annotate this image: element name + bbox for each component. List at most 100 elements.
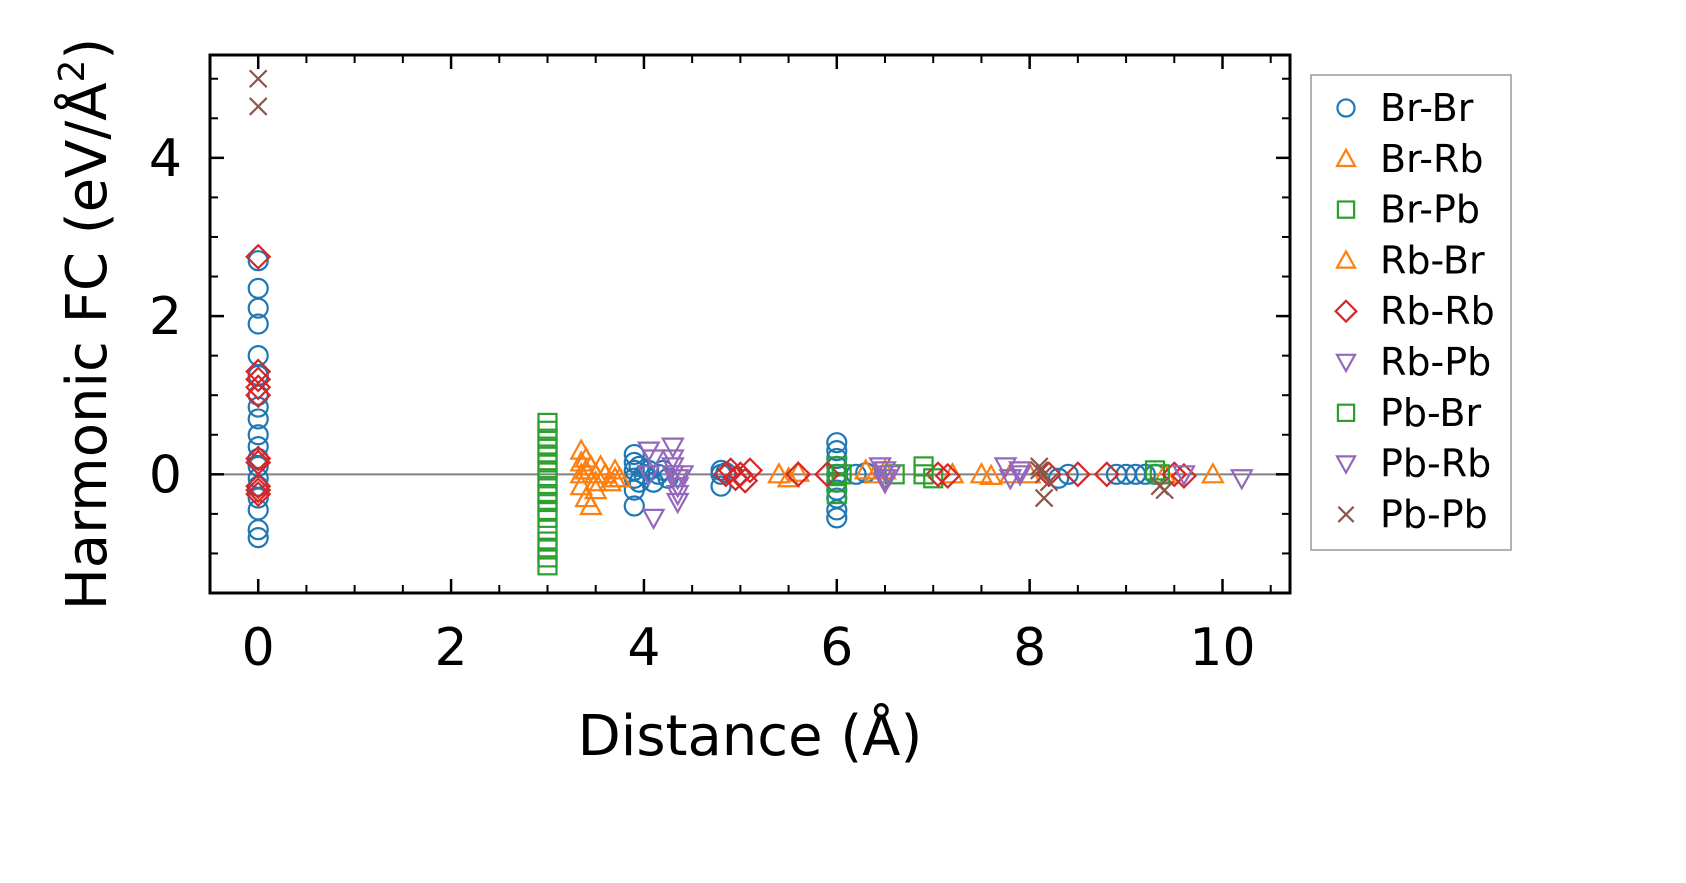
data-point-br-br — [247, 250, 269, 272]
ticks-layer: 0 2 4 6 8 10 0 2 4 — [149, 55, 1290, 678]
legend-marker-pb-rb — [1335, 455, 1357, 475]
data-point-br-rb — [853, 458, 878, 480]
series-br-pb — [537, 412, 1166, 576]
data-point-rb-pb — [1008, 465, 1032, 487]
legend-items: Br-Br Br-Rb Br-Pb Rb-Br Rb-Rb Rb-Pb Pb-Br Pb-Rb… — [1334, 86, 1495, 536]
data-point-pb-pb — [1034, 488, 1054, 508]
legend-label-br-rb: Br-Rb — [1380, 137, 1484, 181]
data-point-br-br — [247, 313, 269, 335]
axes-layer — [208, 53, 1292, 595]
legend-item-pb-pb: Pb-Pb — [1337, 492, 1488, 536]
data-point-br-br — [826, 499, 848, 521]
y-axis-label: Harmonic FC (eV/Å2) — [52, 38, 120, 611]
legend-label-br-pb: Br-Pb — [1380, 188, 1480, 232]
data-point-br-br — [826, 439, 848, 462]
x-axis-label: Distance (Å) — [578, 703, 923, 769]
data-point-br-rb — [579, 493, 603, 516]
data-point-rb-rb — [245, 374, 272, 401]
legend-item-pb-rb: Pb-Rb — [1335, 442, 1491, 486]
x-tick-label: 2 — [435, 618, 468, 678]
y-axis-label-end: ) — [55, 38, 120, 60]
data-point-rb-rb — [814, 461, 841, 488]
y-tick-label: 0 — [149, 445, 182, 505]
series-pb-pb — [248, 69, 1174, 508]
data-point-br-pb — [826, 484, 847, 505]
data-point-rb-pb — [636, 465, 661, 487]
legend-label-pb-rb: Pb-Rb — [1380, 442, 1491, 486]
data-point-rb-rb — [245, 473, 272, 500]
data-point-rb-br — [574, 458, 598, 480]
data-point-pb-pb — [248, 69, 268, 89]
data-point-br-rb — [767, 462, 791, 484]
legend-item-br-pb: Br-Pb — [1336, 188, 1480, 232]
legend-label-pb-pb: Pb-Pb — [1380, 492, 1488, 536]
data-point-pb-pb — [1030, 461, 1049, 480]
data-point-rb-br — [786, 460, 811, 482]
data-point-rb-rb — [924, 461, 952, 488]
data-point-rb-rb — [245, 445, 272, 472]
data-point-br-br — [247, 297, 269, 319]
legend-marker-br-rb — [1335, 147, 1357, 168]
data-point-pb-pb — [1039, 472, 1059, 492]
data-point-br-rb — [569, 473, 594, 496]
legend-item-rb-rb: Rb-Rb — [1334, 289, 1495, 333]
data-point-pb-pb — [1155, 480, 1174, 500]
data-point-rb-rb — [1093, 461, 1120, 488]
data-point-br-br — [247, 519, 269, 541]
data-point-rb-rb — [245, 481, 272, 508]
series-rb-rb — [245, 243, 1197, 508]
legend-marker-rb-pb — [1335, 353, 1357, 374]
data-point-rb-pb — [641, 508, 666, 531]
y-tick-label: 4 — [149, 129, 182, 189]
series-rb-pb — [636, 437, 1254, 531]
data-point-pb-rb — [660, 465, 685, 487]
data-point-rb-rb — [717, 457, 744, 484]
legend-item-br-br: Br-Br — [1336, 86, 1474, 130]
data-point-rb-rb — [934, 462, 961, 489]
data-point-br-rb — [1200, 462, 1225, 484]
data-point-rb-pb — [660, 437, 685, 459]
legend-item-rb-br: Rb-Br — [1335, 238, 1485, 282]
data-point-rb-rb — [245, 366, 272, 393]
legend-label-br-br: Br-Br — [1380, 86, 1474, 130]
data-point-br-br — [826, 507, 848, 529]
legend-marker-pb-pb — [1337, 505, 1355, 523]
legend-marker-br-br — [1336, 98, 1356, 118]
data-point-br-br — [1057, 463, 1079, 485]
y-axis-label-main: Harmonic FC (eV/Å — [54, 82, 120, 610]
legend-item-br-rb: Br-Rb — [1335, 137, 1484, 181]
data-point-pb-br — [913, 456, 934, 477]
data-point-rb-pb — [665, 492, 690, 515]
data-point-rb-rb — [785, 461, 812, 488]
series-pb-rb — [660, 461, 1032, 491]
data-point-pb-pb — [248, 97, 268, 116]
x-tick-label: 0 — [242, 618, 275, 678]
data-point-br-br — [826, 432, 848, 454]
legend-label-rb-rb: Rb-Rb — [1380, 289, 1495, 333]
data-point-br-br — [247, 277, 269, 299]
data-point-rb-rb — [736, 457, 764, 484]
data-point-br-br — [247, 475, 269, 497]
legend: Br-Br Br-Rb Br-Pb Rb-Br Rb-Rb Rb-Pb Pb-Br Pb-Rb… — [1310, 74, 1512, 551]
data-point-rb-rb — [1064, 461, 1091, 488]
x-tick-label: 8 — [1013, 618, 1046, 678]
legend-label-rb-br: Rb-Br — [1380, 238, 1485, 282]
data-point-br-pb — [1144, 460, 1166, 481]
data-point-rb-rb — [245, 382, 272, 409]
legend-item-rb-pb: Rb-Pb — [1335, 340, 1491, 384]
x-tick-label: 4 — [627, 618, 660, 678]
data-point-rb-br — [593, 462, 618, 484]
data-point-pb-br — [831, 464, 852, 485]
x-tick-label: 6 — [820, 618, 853, 678]
data-point-br-br — [247, 408, 269, 430]
data-point-rb-pb — [641, 449, 666, 471]
legend-marker-pb-br — [1336, 403, 1356, 423]
legend-label-rb-pb: Rb-Pb — [1380, 340, 1491, 384]
data-point-br-br — [247, 384, 269, 406]
legend-marker-rb-br — [1335, 249, 1357, 269]
data-point-br-pb — [537, 507, 558, 528]
data-point-rb-rb — [732, 467, 759, 494]
data-point-br-pb — [537, 555, 558, 576]
data-point-br-br — [623, 443, 645, 466]
